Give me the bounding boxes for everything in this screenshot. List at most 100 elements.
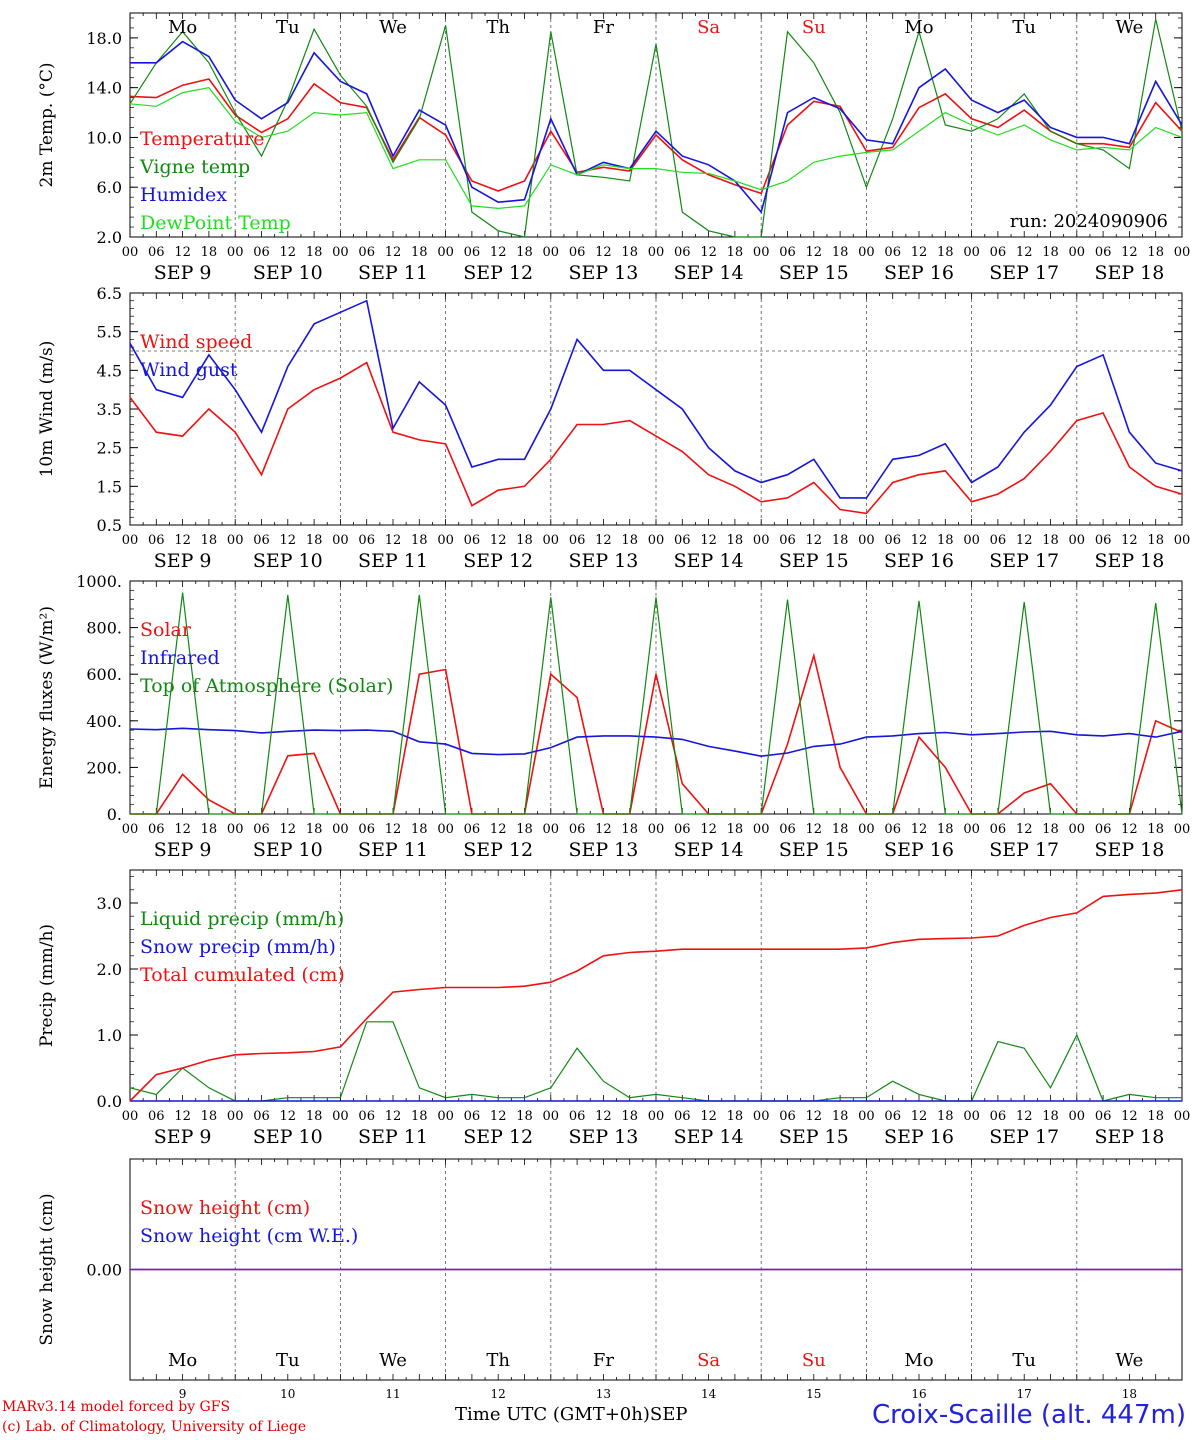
day-number: 17: [1017, 1387, 1032, 1401]
hour-label: 12: [490, 1109, 507, 1124]
hour-label: 00: [753, 533, 770, 548]
date-label: SEP 12: [463, 1126, 533, 1148]
hour-label: 00: [332, 245, 349, 260]
y-axis-label: 10m Wind (m/s): [37, 341, 57, 478]
hour-label: 06: [1095, 245, 1112, 260]
hour-label: 12: [385, 1109, 402, 1124]
hour-label: 00: [543, 822, 560, 837]
series-line: [129, 299, 1183, 499]
hour-label: 12: [280, 1109, 297, 1124]
hour-label: 00: [648, 245, 665, 260]
hour-label: 18: [727, 245, 744, 260]
hour-label: 06: [253, 1109, 270, 1124]
hour-label: 06: [358, 533, 375, 548]
legend-entry: Snow height (cm W.E.): [140, 1225, 358, 1247]
series-line: [129, 889, 1183, 1102]
hour-label: 18: [516, 245, 533, 260]
y-tick-label: 14.0: [86, 79, 122, 98]
y-tick-label: 3.0: [97, 894, 122, 913]
y-tick-label: 1000.: [76, 572, 122, 591]
y-tick-label: 18.0: [86, 29, 122, 48]
hour-label: 00: [1069, 822, 1086, 837]
hour-label: 12: [595, 245, 612, 260]
date-label: SEP 12: [463, 262, 533, 284]
hour-label: 12: [806, 1109, 823, 1124]
hour-label: 00: [437, 822, 454, 837]
date-label: SEP 13: [568, 262, 638, 284]
hour-label: 06: [253, 822, 270, 837]
hour-label: 12: [490, 245, 507, 260]
date-label: SEP 9: [154, 1126, 212, 1148]
series-line: [129, 727, 1183, 758]
hour-label: 06: [464, 533, 481, 548]
time-axis-text: Time UTC (GMT+0h): [455, 1404, 650, 1425]
hour-label: 18: [937, 822, 954, 837]
hour-label: 12: [1016, 533, 1033, 548]
hour-label: 18: [832, 1109, 849, 1124]
hour-label: 12: [700, 1109, 717, 1124]
hour-label: 18: [832, 822, 849, 837]
hour-label: 18: [411, 533, 428, 548]
hour-label: 12: [911, 822, 928, 837]
day-number: 9: [179, 1387, 187, 1401]
hour-label: 00: [1174, 822, 1191, 837]
hour-label: 12: [595, 533, 612, 548]
hour-label: 06: [990, 245, 1007, 260]
y-tick-label: 2.0: [97, 228, 122, 247]
hour-label: 00: [858, 245, 875, 260]
hour-label: 12: [911, 533, 928, 548]
time-axis-label: Time UTC (GMT+0h)SEP: [455, 1404, 687, 1425]
series-line: [130, 40, 1183, 214]
date-label: SEP 18: [1094, 262, 1164, 284]
hour-label: 00: [227, 822, 244, 837]
date-label: SEP 15: [779, 1126, 849, 1148]
hour-label: 18: [516, 533, 533, 548]
day-name: Sa: [697, 1350, 720, 1371]
hour-label: 18: [1147, 245, 1164, 260]
hour-label: 12: [490, 822, 507, 837]
hour-label: 18: [1147, 533, 1164, 548]
legend-entry: Top of Atmosphere (Solar): [140, 675, 393, 697]
day-number: 15: [806, 1387, 821, 1401]
hour-label: 06: [884, 245, 901, 260]
hour-label: 18: [937, 245, 954, 260]
date-label: SEP 11: [358, 262, 428, 284]
hour-label: 00: [963, 1109, 980, 1124]
series-line: [129, 78, 1183, 195]
date-label: SEP 10: [253, 262, 323, 284]
hour-label: 12: [280, 245, 297, 260]
day-name: Mo: [168, 1350, 197, 1371]
run-annotation: run: 2024090906: [1010, 211, 1168, 232]
hour-label: 12: [174, 533, 191, 548]
y-tick-label: 5.5: [97, 323, 122, 342]
y-tick-label: 200.: [86, 758, 122, 777]
hour-label: 00: [122, 245, 139, 260]
date-label: SEP 17: [989, 550, 1059, 572]
hour-label: 00: [437, 1109, 454, 1124]
hour-label: 06: [358, 1109, 375, 1124]
hour-label: 18: [727, 822, 744, 837]
day-name: We: [379, 1350, 407, 1371]
hour-label: 12: [700, 533, 717, 548]
legend-entry: Wind speed: [140, 331, 252, 353]
hour-label: 06: [464, 1109, 481, 1124]
hour-label: 12: [1121, 1109, 1138, 1124]
hour-label: 06: [779, 822, 796, 837]
hour-label: 06: [569, 245, 586, 260]
date-label: SEP 17: [989, 1126, 1059, 1148]
date-label: SEP 15: [779, 550, 849, 572]
hour-label: 18: [306, 1109, 323, 1124]
hour-label: 00: [332, 1109, 349, 1124]
hour-label: 00: [1174, 533, 1191, 548]
y-tick-label: 1.0: [97, 1026, 122, 1045]
day-number: 16: [911, 1387, 926, 1401]
hour-label: 06: [358, 822, 375, 837]
hour-label: 06: [1095, 533, 1112, 548]
hour-label: 18: [201, 822, 218, 837]
hour-label: 06: [884, 533, 901, 548]
hour-label: 12: [385, 533, 402, 548]
hour-label: 06: [1095, 822, 1112, 837]
hour-label: 12: [1016, 245, 1033, 260]
date-label: SEP 12: [463, 839, 533, 861]
hour-label: 12: [1016, 822, 1033, 837]
